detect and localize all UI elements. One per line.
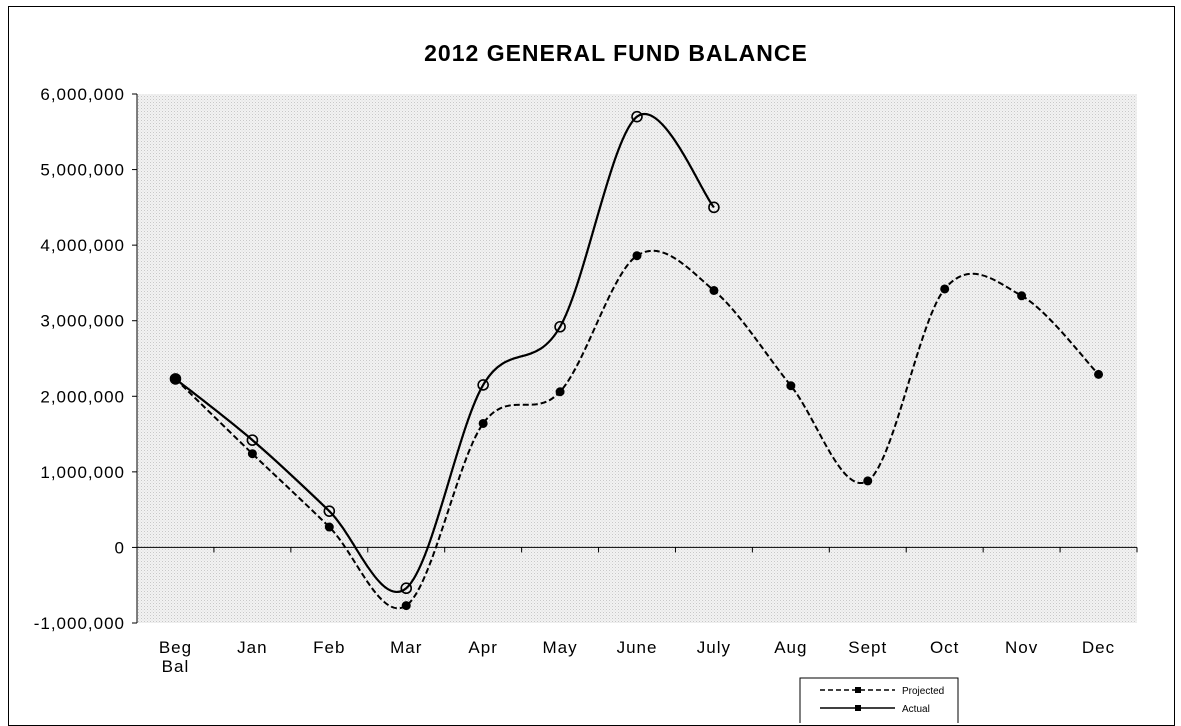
data-point-actual bbox=[323, 505, 336, 517]
y-tick-label: 6,000,000 bbox=[40, 85, 125, 104]
legend-label-actual: Actual bbox=[902, 704, 930, 715]
data-point-projected bbox=[940, 284, 950, 294]
data-point-actual bbox=[400, 582, 413, 595]
y-tick-label: 5,000,000 bbox=[40, 161, 125, 180]
x-tick-label: Apr bbox=[468, 638, 497, 657]
data-point-projected bbox=[401, 601, 411, 611]
chart-title: 2012 GENERAL FUND BALANCE bbox=[424, 40, 808, 66]
x-tick-label: May bbox=[543, 638, 578, 657]
data-point-projected bbox=[1017, 291, 1027, 301]
data-point-projected bbox=[324, 522, 334, 532]
data-point-projected bbox=[709, 285, 719, 295]
legend-marker-actual bbox=[855, 705, 861, 711]
data-point-projected bbox=[247, 449, 257, 459]
x-tick-label: Beg Bal bbox=[159, 638, 192, 676]
data-point-actual bbox=[477, 379, 489, 391]
data-point-actual bbox=[554, 320, 566, 333]
legend-box bbox=[799, 677, 959, 723]
x-tick-label: June bbox=[617, 638, 658, 657]
data-point-projected bbox=[555, 387, 565, 397]
data-point-actual bbox=[169, 373, 182, 385]
y-tick-label: 0 bbox=[115, 538, 125, 557]
x-tick-label: July bbox=[697, 638, 731, 657]
y-tick-label: 2,000,000 bbox=[40, 387, 125, 406]
x-tick-label: Mar bbox=[390, 638, 422, 657]
y-tick-label: 4,000,000 bbox=[40, 236, 125, 255]
legend-label-projected: Projected bbox=[902, 686, 944, 697]
legend: Projected Actual bbox=[799, 677, 959, 723]
y-tick-label: 3,000,000 bbox=[40, 312, 125, 331]
y-tick-label: -1,000,000 bbox=[34, 614, 125, 633]
data-point-actual bbox=[708, 201, 720, 214]
data-point-actual bbox=[631, 110, 643, 123]
y-tick-label: 1,000,000 bbox=[40, 463, 125, 482]
x-tick-label: Dec bbox=[1082, 638, 1115, 657]
series-line-actual bbox=[174, 112, 715, 593]
legend-marker-projected bbox=[855, 687, 861, 693]
data-point-projected bbox=[478, 418, 488, 428]
x-tick-label: Nov bbox=[1005, 638, 1038, 657]
data-point-projected bbox=[1094, 369, 1104, 379]
data-point-projected bbox=[863, 476, 873, 486]
plot-area bbox=[137, 94, 1137, 623]
x-tick-label: Feb bbox=[313, 638, 345, 657]
x-tick-label: Jan bbox=[237, 638, 267, 657]
data-point-projected bbox=[632, 251, 642, 261]
x-tick-label: Aug bbox=[774, 638, 807, 657]
x-tick-label: Oct bbox=[930, 638, 959, 657]
data-point-actual bbox=[246, 434, 259, 446]
x-tick-label: Sept bbox=[848, 638, 887, 657]
data-point-projected bbox=[786, 381, 796, 391]
